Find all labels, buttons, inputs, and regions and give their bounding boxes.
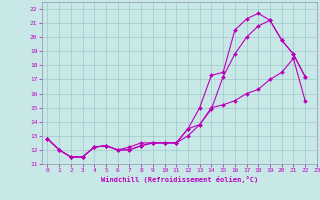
X-axis label: Windchill (Refroidissement éolien,°C): Windchill (Refroidissement éolien,°C) bbox=[100, 176, 258, 183]
